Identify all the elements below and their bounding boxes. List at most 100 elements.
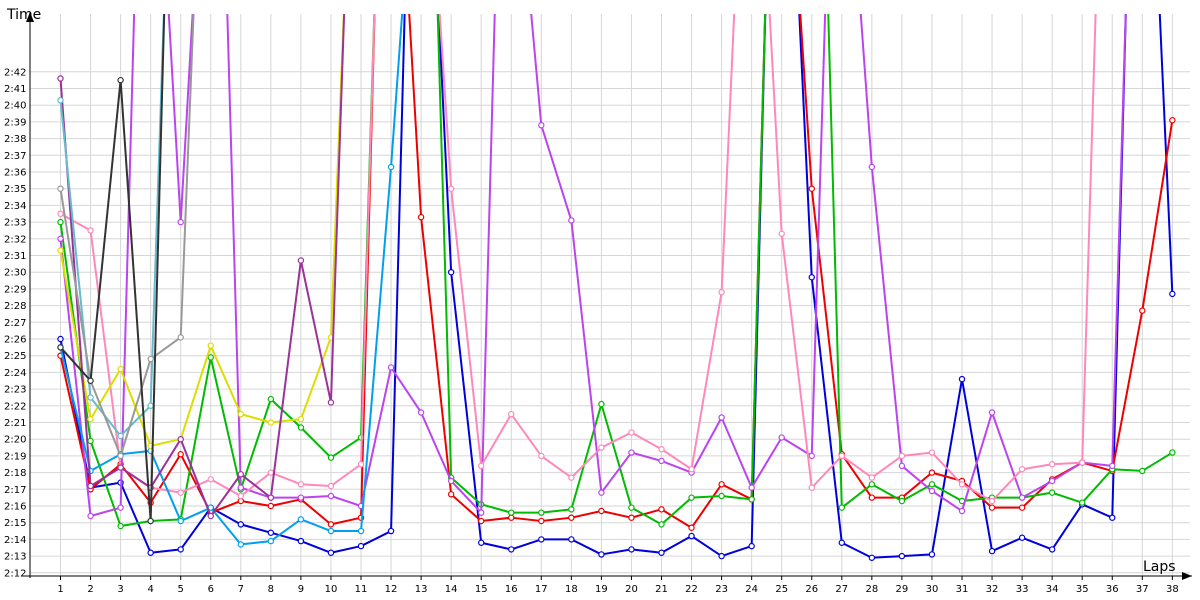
y-tick-label: 2:16 <box>4 502 26 513</box>
data-point <box>57 335 64 343</box>
series-line <box>59 14 376 528</box>
y-tick-label: 2:32 <box>4 234 26 245</box>
data-point <box>327 482 335 490</box>
data-point <box>688 466 695 473</box>
data-point <box>718 414 725 421</box>
data-point <box>1048 477 1056 485</box>
series-line <box>59 14 136 518</box>
y-axis-arrow <box>26 12 34 22</box>
data-point <box>718 492 725 500</box>
y-tick-label: 2:35 <box>4 184 26 195</box>
data-point <box>57 96 64 104</box>
data-point <box>57 235 64 242</box>
data-point <box>568 217 575 224</box>
data-point <box>928 551 936 558</box>
data-point <box>778 230 785 237</box>
data-point <box>628 504 635 511</box>
data-point <box>508 546 515 553</box>
x-tick-label: 3 <box>117 584 123 595</box>
x-tick-label: 19 <box>595 584 608 595</box>
series-10 <box>57 14 195 460</box>
data-point <box>958 375 966 383</box>
y-tick-label: 2:24 <box>4 368 26 379</box>
y-tick-label: 2:12 <box>4 568 26 579</box>
data-point <box>928 469 936 476</box>
y-tick-label: 2:14 <box>4 535 26 546</box>
data-point <box>177 436 184 443</box>
data-point <box>1048 546 1056 553</box>
data-point <box>568 514 575 521</box>
x-tick-label: 6 <box>208 584 214 595</box>
series-6 <box>57 14 404 548</box>
y-tick-label: 2:31 <box>4 251 26 262</box>
data-point <box>447 269 455 276</box>
data-point <box>1078 499 1086 506</box>
data-point <box>87 512 94 520</box>
data-point <box>117 452 124 460</box>
data-point <box>838 539 846 546</box>
data-point <box>297 481 305 488</box>
data-point <box>237 410 244 418</box>
x-tick-labels: 1 2 3 4 5 6 7 8 9 10 11 12 13 14 15 16 17 18 19 20 21 22 23 24 2… <box>57 584 1178 595</box>
x-tick-label: 23 <box>715 584 728 595</box>
series-line <box>799 14 1174 509</box>
data-point <box>1139 307 1146 314</box>
data-point <box>1109 462 1116 470</box>
data-point <box>868 163 876 171</box>
data-point <box>508 410 515 418</box>
data-point <box>1109 514 1116 521</box>
data-point <box>988 409 996 416</box>
data-point <box>598 400 605 408</box>
data-point <box>868 481 876 488</box>
data-point <box>718 481 725 488</box>
data-point <box>57 218 64 226</box>
data-point <box>928 449 936 456</box>
y-tick-label: 2:30 <box>4 268 26 279</box>
series-line <box>408 14 767 529</box>
data-point <box>1048 489 1056 496</box>
series-line <box>59 14 376 526</box>
data-point <box>1169 117 1176 124</box>
data-point <box>447 185 455 192</box>
series <box>57 14 1176 561</box>
series-3 <box>57 14 1176 530</box>
data-point <box>598 444 605 451</box>
data-point <box>87 482 94 490</box>
x-tick-label: 16 <box>505 584 518 595</box>
data-point <box>928 487 936 495</box>
series-line <box>1158 14 1174 294</box>
y-tick-label: 2:21 <box>4 418 26 429</box>
data-point <box>868 494 876 501</box>
data-point <box>87 394 94 401</box>
series-4 <box>57 14 1127 520</box>
data-point <box>87 227 94 234</box>
x-tick-label: 24 <box>745 584 758 595</box>
data-point <box>327 549 335 556</box>
data-point <box>417 213 425 221</box>
data-point <box>1018 504 1026 511</box>
data-point <box>297 415 305 423</box>
y-tick-labels: 2:12 2:13 2:14 2:15 2:16 2:17 2:18 2:19 2:20 2:21… <box>4 67 26 579</box>
data-point <box>87 437 94 445</box>
series-line <box>438 14 736 479</box>
x-tick-label: 28 <box>865 584 878 595</box>
series-8 <box>57 14 346 520</box>
data-point <box>658 457 665 465</box>
data-point <box>688 532 695 540</box>
x-tick-label: 21 <box>655 584 668 595</box>
data-point <box>177 334 184 341</box>
data-point <box>598 507 605 515</box>
y-tick-label: 2:40 <box>4 101 26 112</box>
data-point <box>538 509 545 516</box>
x-tick-label: 12 <box>385 584 398 595</box>
x-tick-label: 15 <box>475 584 488 595</box>
y-tick-label: 2:36 <box>4 168 26 179</box>
series-5 <box>57 14 1097 505</box>
data-point <box>147 402 154 409</box>
data-point <box>988 497 996 505</box>
data-point <box>297 424 305 431</box>
data-point <box>958 507 966 515</box>
data-point <box>117 464 124 471</box>
y-axis-title: Time <box>6 7 41 23</box>
